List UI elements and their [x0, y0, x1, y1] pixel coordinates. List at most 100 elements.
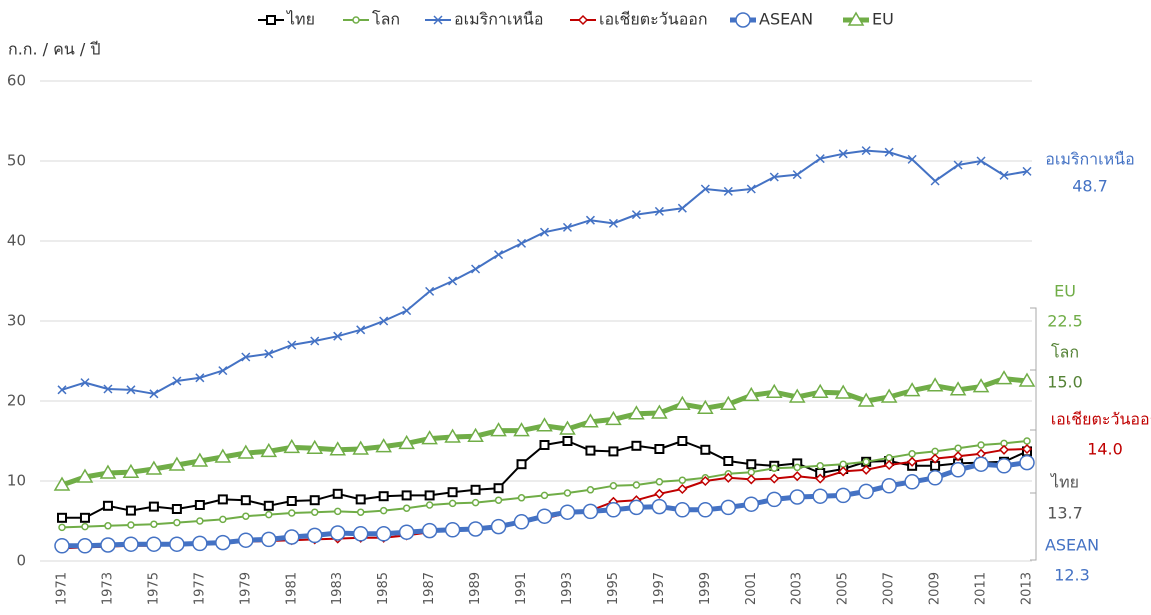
marker [467, 427, 484, 442]
end-label-name: อเมริกาเหนือ [1045, 150, 1134, 169]
series [54, 454, 1035, 554]
marker [972, 378, 990, 393]
marker [793, 463, 801, 472]
y-axis-label: ก.ก. / คน / ปี [8, 40, 100, 59]
marker [655, 478, 664, 486]
marker [261, 531, 277, 548]
marker [173, 518, 181, 527]
marker [215, 534, 231, 551]
marker [582, 503, 599, 520]
end-label-name: EU [1054, 282, 1076, 301]
marker [424, 490, 435, 501]
end-label-name: โลก [1051, 343, 1079, 362]
marker [168, 456, 186, 471]
marker [838, 466, 849, 477]
marker [816, 462, 824, 470]
marker [697, 502, 714, 518]
marker [329, 441, 347, 456]
marker [720, 499, 737, 516]
legend-marker [735, 12, 751, 28]
marker [563, 489, 572, 497]
end-label-value: 15.0 [1047, 373, 1083, 392]
marker [122, 463, 140, 478]
end-label-value: 13.7 [1047, 504, 1083, 523]
marker [998, 444, 1010, 455]
series [57, 146, 1032, 399]
x-tick-label: 1973 [100, 572, 115, 605]
legend-marker [433, 15, 443, 25]
marker [654, 444, 665, 454]
marker [999, 170, 1009, 180]
y-tick-label: 0 [16, 552, 26, 570]
marker [123, 536, 139, 552]
marker [148, 501, 159, 512]
marker [539, 227, 550, 237]
marker [310, 336, 320, 346]
marker [194, 500, 205, 510]
marker [192, 535, 208, 552]
marker [265, 510, 273, 519]
marker [631, 210, 641, 220]
marker [953, 160, 963, 170]
marker [444, 522, 461, 538]
marker [513, 422, 530, 437]
y-tick-label: 50 [7, 152, 26, 170]
marker [536, 508, 553, 524]
marker [605, 502, 622, 518]
marker [811, 383, 829, 398]
marker [904, 474, 920, 490]
marker [80, 378, 90, 388]
marker [444, 428, 461, 443]
marker [53, 476, 71, 491]
marker [628, 499, 645, 516]
marker [263, 500, 274, 511]
marker [306, 439, 324, 454]
marker [540, 491, 549, 500]
marker [651, 404, 668, 419]
marker [447, 487, 458, 498]
marker [792, 471, 803, 482]
marker [559, 420, 576, 435]
x-tick-label: 2013 [1020, 572, 1035, 605]
marker [769, 473, 780, 484]
legend-label: ASEAN [759, 10, 813, 29]
marker [169, 536, 185, 552]
marker [907, 154, 917, 164]
marker [195, 373, 205, 383]
marker [494, 250, 504, 260]
marker [283, 438, 301, 454]
marker [976, 156, 986, 166]
marker [218, 366, 228, 376]
marker [287, 340, 297, 350]
legend-marker [847, 11, 865, 26]
marker [127, 521, 135, 529]
marker [949, 381, 967, 396]
marker [77, 538, 93, 554]
marker [402, 306, 412, 316]
marker [286, 496, 297, 506]
marker [238, 532, 254, 548]
marker [973, 456, 989, 472]
marker [746, 459, 757, 470]
marker [490, 422, 507, 437]
marker [723, 472, 734, 483]
marker [352, 440, 369, 455]
legend-label: อเมริกาเหนือ [454, 10, 543, 29]
marker [812, 488, 828, 504]
marker [765, 383, 783, 398]
marker [150, 520, 158, 528]
end-label-value: 14.0 [1087, 440, 1123, 459]
marker [375, 438, 392, 453]
legend-label: เอเชียตะวันออก [599, 10, 708, 29]
marker [264, 349, 274, 359]
marker [815, 154, 825, 164]
marker [241, 352, 251, 362]
x-tick-label: 1999 [698, 572, 713, 605]
marker [585, 215, 595, 225]
marker [654, 488, 665, 499]
x-tick-label: 1985 [376, 572, 391, 605]
marker [582, 413, 599, 428]
marker [237, 444, 255, 459]
marker [632, 481, 641, 489]
legend-label: EU [872, 10, 894, 29]
